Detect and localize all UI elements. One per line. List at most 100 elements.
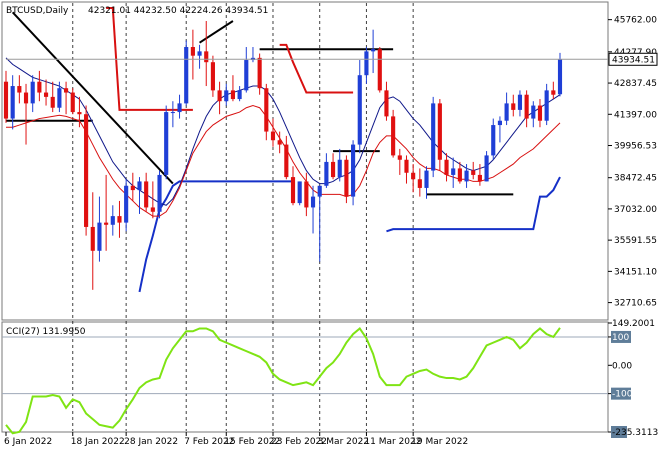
current-price-label: 43934.51 bbox=[612, 55, 655, 65]
candle-body bbox=[264, 88, 269, 132]
trendline bbox=[11, 11, 174, 185]
candle-body bbox=[97, 222, 102, 251]
price-tick-label: 32710.65 bbox=[614, 299, 657, 309]
candle-body bbox=[537, 105, 543, 121]
candle-body bbox=[284, 144, 289, 178]
candle-body bbox=[544, 90, 549, 121]
price-panel-frame bbox=[1, 1, 609, 321]
candle-body bbox=[304, 181, 309, 208]
price-tick-label: 41397.00 bbox=[614, 110, 657, 120]
candle-body bbox=[317, 185, 322, 197]
cci-tick-label: -100 bbox=[612, 390, 633, 400]
candle-body bbox=[110, 216, 115, 225]
date-tick-label: 18 Jan 2022 bbox=[71, 437, 125, 447]
candle-body bbox=[84, 114, 89, 227]
date-tick-label: 28 Jan 2022 bbox=[124, 437, 178, 447]
candle-body bbox=[197, 51, 202, 56]
candle-body bbox=[384, 90, 389, 117]
candle-body bbox=[551, 90, 556, 95]
candle-body bbox=[337, 159, 342, 178]
cci-series bbox=[2, 326, 608, 435]
support-line bbox=[138, 176, 561, 293]
candle-body bbox=[90, 226, 95, 251]
cci-line bbox=[5, 326, 561, 435]
candle-body bbox=[404, 159, 409, 173]
candle-body bbox=[77, 112, 82, 115]
candle-body bbox=[511, 103, 516, 110]
candle-body bbox=[137, 181, 142, 191]
vertical-date-grid bbox=[72, 3, 414, 431]
candle-body bbox=[270, 131, 276, 141]
price-tick-label: 42837.45 bbox=[614, 79, 657, 89]
candle-body bbox=[10, 86, 15, 119]
price-tick-label: 34151.10 bbox=[614, 267, 657, 277]
candle-body bbox=[64, 88, 69, 93]
candle-body bbox=[124, 185, 129, 223]
candle-body bbox=[50, 96, 55, 108]
cci-tick-label: 149.2001 bbox=[612, 319, 655, 329]
price-tick-label: 35591.55 bbox=[614, 236, 657, 246]
candle-body bbox=[464, 170, 469, 182]
candle-body bbox=[491, 125, 496, 156]
candle-body bbox=[70, 92, 75, 113]
price-tick-label: 37032.00 bbox=[614, 205, 657, 215]
price-tick-label: 38472.45 bbox=[614, 174, 657, 184]
candle-body bbox=[230, 90, 236, 100]
price-tick-label: 45762.00 bbox=[614, 16, 657, 26]
candle-body bbox=[150, 207, 155, 212]
candle-body bbox=[444, 159, 449, 175]
candle-body bbox=[210, 62, 215, 91]
cci-label: CCI(27) 131.9950 bbox=[6, 327, 86, 337]
candle-body bbox=[43, 92, 49, 97]
candle-body bbox=[364, 51, 369, 76]
date-tick-label: 6 Jan 2022 bbox=[4, 437, 52, 447]
candle-body bbox=[451, 168, 456, 175]
cci-panel-frame bbox=[1, 321, 609, 433]
candle-body bbox=[431, 103, 436, 171]
candle-body bbox=[224, 90, 229, 102]
trendline bbox=[199, 20, 234, 44]
candle-body bbox=[257, 57, 262, 89]
candle-body bbox=[3, 81, 9, 119]
candle-body bbox=[437, 103, 442, 160]
candle-body bbox=[184, 47, 189, 104]
candle-body bbox=[190, 47, 195, 56]
candle-body bbox=[397, 155, 402, 160]
candle-body bbox=[531, 105, 536, 119]
candle-body bbox=[357, 75, 362, 145]
symbol-label: BTCUSD,Daily bbox=[6, 6, 69, 16]
cci-tick-label: 100 bbox=[612, 333, 629, 343]
candle-body bbox=[130, 185, 135, 191]
candle-body bbox=[37, 81, 42, 93]
candle-body bbox=[330, 161, 336, 178]
candle-body bbox=[217, 90, 222, 102]
candle-body bbox=[424, 170, 429, 188]
candle-body bbox=[23, 92, 29, 104]
cci-axis: 149.2001 100 0.00 -100 -235.3113 bbox=[608, 319, 658, 438]
ohlc-label: 42321.01 44232.50 42224.26 43934.51 bbox=[88, 6, 268, 16]
candle-body bbox=[17, 86, 22, 93]
date-tick-label: 19 Mar 2022 bbox=[411, 437, 468, 447]
price-tick-label: 39956.53 bbox=[614, 142, 657, 152]
candle-body bbox=[290, 177, 296, 204]
candle-body bbox=[237, 90, 242, 100]
cci-level-badge bbox=[611, 330, 631, 343]
cci-level-badge bbox=[611, 387, 631, 400]
cci-tick-label: 0.00 bbox=[612, 361, 632, 371]
candle-body bbox=[144, 181, 149, 208]
candle-body bbox=[457, 168, 462, 182]
candle-body bbox=[504, 103, 509, 121]
candle-body bbox=[57, 88, 62, 108]
candle-body bbox=[497, 120, 502, 126]
candle-body bbox=[517, 94, 523, 110]
candle-body bbox=[310, 196, 316, 208]
date-axis: 6 Jan 2022 18 Jan 2022 28 Jan 2022 7 Feb 20… bbox=[4, 432, 468, 447]
candle-body bbox=[391, 116, 396, 156]
candle-body bbox=[204, 51, 209, 63]
slow-moving-average-line bbox=[5, 57, 561, 206]
candle-body bbox=[351, 144, 356, 197]
price-series bbox=[3, 7, 563, 293]
candle-body bbox=[344, 159, 349, 197]
